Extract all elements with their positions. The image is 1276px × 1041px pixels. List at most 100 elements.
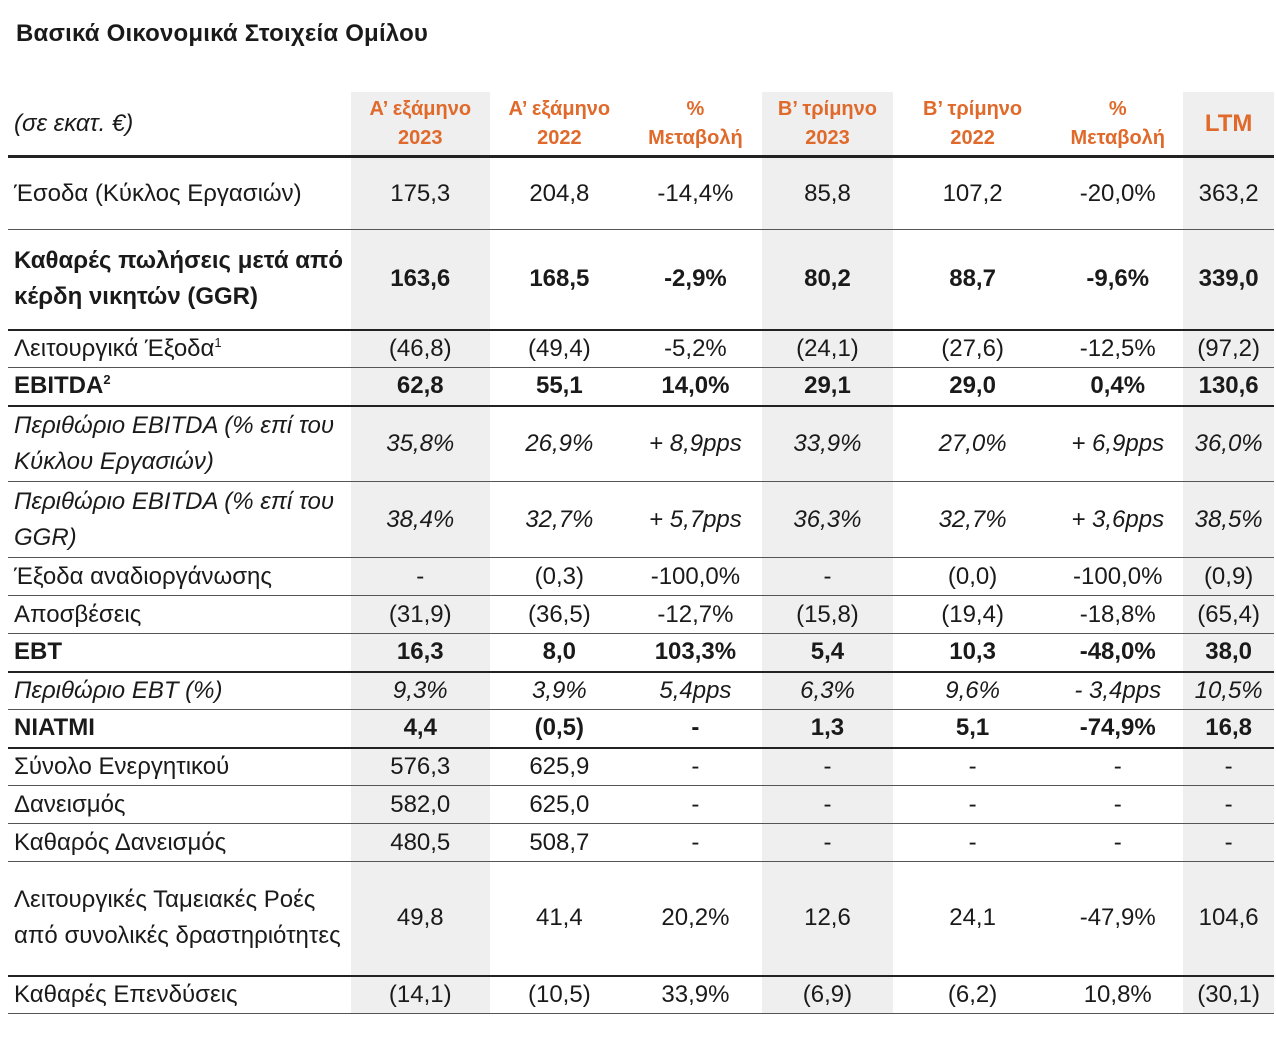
table-row: Περιθώριο EBT (%) 9,3% 3,9% 5,4pps 6,3% 9,6% -… [8, 671, 1274, 710]
table-cell: (0,0) [892, 557, 1053, 596]
table-cell: 16,8 [1183, 709, 1274, 749]
table-cell: 12,6 [761, 861, 893, 977]
table-cell: - [628, 785, 762, 824]
table-cell: 1,3 [761, 709, 893, 749]
table-row: Λειτουργικά Έξοδα1 (46,8) (49,4) -5,2% (24,1… [8, 329, 1274, 368]
table-cell: 10,5% [1183, 671, 1274, 710]
table-cell: - [1183, 785, 1274, 824]
table-cell: 582,0 [350, 785, 490, 824]
table-cell: - [350, 557, 490, 596]
table-cell: -74,9% [1052, 709, 1184, 749]
table-cell: 175,3 [350, 156, 490, 230]
footnote-marker: 1 [214, 334, 222, 350]
table-cell: 41,4 [489, 861, 629, 977]
table-cell: 103,3% [628, 633, 762, 673]
row-label: EBITDA2 [8, 367, 351, 407]
table-cell: 24,1 [892, 861, 1053, 977]
table-cell: 8,0 [489, 633, 629, 673]
table-cell: 32,7% [489, 481, 629, 558]
row-label: Καθαρός Δανεισμός [8, 823, 351, 862]
row-label: Σύνολο Ενεργητικού [8, 747, 351, 786]
table-body: Έσοδα (Κύκλος Εργασιών) 175,3 204,8 -14,4% 8… [8, 156, 1274, 1014]
table-cell: -5,2% [628, 329, 762, 368]
table-cell: -20,0% [1052, 156, 1184, 230]
table-cell: -47,9% [1052, 861, 1184, 977]
table-cell: 204,8 [489, 156, 629, 230]
table-cell: (0,9) [1183, 557, 1274, 596]
table-cell: 80,2 [761, 229, 893, 331]
table-cell: 27,0% [892, 405, 1053, 482]
table-row: Δανεισμός 582,0 625,0- - - - - [8, 785, 1274, 824]
table-cell: -100,0% [1052, 557, 1184, 596]
table-row: Περιθώριο EBITDA (% επί του GGR) 38,4% 32,… [8, 481, 1274, 558]
table-row: Έσοδα (Κύκλος Εργασιών) 175,3 204,8 -14,4% 8… [8, 156, 1274, 230]
table-cell: - [892, 823, 1053, 862]
row-label: EBT [8, 633, 351, 673]
table-cell: - [761, 747, 893, 786]
table-cell: (97,2) [1183, 329, 1274, 368]
col-header-q2-2022: Β’ τρίμηνο 2022 [892, 92, 1053, 158]
table-cell: - [628, 823, 762, 862]
table-row: Καθαρές Επενδύσεις (14,1) (10,5) 33,9% (6,9)… [8, 975, 1274, 1014]
table-cell: - [892, 785, 1053, 824]
table-cell: -12,7% [628, 595, 762, 634]
table-cell: - [628, 709, 762, 749]
row-label: Δανεισμός [8, 785, 351, 824]
table-cell: 3,9% [489, 671, 629, 710]
table-cell: (49,4) [489, 329, 629, 368]
table-cell: - [1052, 823, 1184, 862]
table-cell: 38,4% [350, 481, 490, 558]
row-label: NIATMI [8, 709, 351, 749]
table-cell: 35,8% [350, 405, 490, 482]
table-cell: 55,1 [489, 367, 629, 407]
table-cell: 16,3 [350, 633, 490, 673]
table-cell: 625,0 [489, 785, 629, 824]
table-cell: 339,0 [1183, 229, 1274, 331]
table-cell: (24,1) [761, 329, 893, 368]
table-row: EBITDA2 62,8 55,1 14,0% 29,1 29,0 0,4% 130,6 [8, 367, 1274, 407]
table-cell: 14,0% [628, 367, 762, 407]
table-row: NIATMI 4,4 (0,5) -1,3 5,1 -74,9% 16,8 [8, 709, 1274, 749]
table-cell: 625,9 [489, 747, 629, 786]
row-label: Λειτουργικά Έξοδα1 [8, 329, 351, 368]
table-cell: -14,4% [628, 156, 762, 230]
table-cell: 363,2 [1183, 156, 1274, 230]
col-header-h1-change: % Μεταβολή [628, 92, 762, 158]
table-cell: - [761, 785, 893, 824]
row-label: Έσοδα (Κύκλος Εργασιών) [8, 156, 351, 230]
table-cell: - [1052, 747, 1184, 786]
footnote-marker: 2 [103, 372, 111, 388]
table-cell: 107,2 [892, 156, 1053, 230]
col-header-q2-2023: Β’ τρίμηνο 2023 [761, 92, 893, 158]
table-cell: - [1183, 823, 1274, 862]
table-cell: -2,9% [628, 229, 762, 331]
table-cell: 33,9% [628, 975, 762, 1014]
table-cell: 85,8 [761, 156, 893, 230]
table-row: Σύνολο Ενεργητικού 576,3 625,9- - - - - [8, 747, 1274, 786]
col-header-q2-change: % Μεταβολή [1052, 92, 1184, 158]
table-cell: + 3,6pps [1052, 481, 1184, 558]
table-cell: 5,4pps [628, 671, 762, 710]
table-cell: 62,8 [350, 367, 490, 407]
table-cell: + 6,9pps [1052, 405, 1184, 482]
row-label: Αποσβέσεις [8, 595, 351, 634]
table-row: Περιθώριο EBITDA (% επί του Κύκλου Εργασ… [8, 405, 1274, 482]
page-title: Βασικά Οικονομικά Στοιχεία Ομίλου [16, 20, 429, 47]
table-cell: (30,1) [1183, 975, 1274, 1014]
table-row: Αποσβέσεις (31,9) (36,5) -12,7% (15,8) (19,4)… [8, 595, 1274, 634]
row-label: Καθαρές Επενδύσεις [8, 975, 351, 1014]
row-label: Έξοδα αναδιοργάνωσης [8, 557, 351, 596]
table-cell: 576,3 [350, 747, 490, 786]
table-cell: 480,5 [350, 823, 490, 862]
table-cell: 130,6 [1183, 367, 1274, 407]
table-header-row: (σε εκατ. €) Α’ εξάμηνο 2023 Α’ εξάμηνο 20… [8, 92, 1274, 158]
table-cell: -100,0% [628, 557, 762, 596]
unit-label: (σε εκατ. €) [8, 92, 351, 158]
table-cell: (65,4) [1183, 595, 1274, 634]
table-row: Καθαρές πωλήσεις μετά από κέρδη νικητών … [8, 229, 1274, 331]
table-row: Καθαρός Δανεισμός 480,5 508,7- - - - - [8, 823, 1274, 862]
table-row: Έξοδα αναδιοργάνωσης - (0,3) -100,0% - (0,0) -… [8, 557, 1274, 596]
table-cell: 36,0% [1183, 405, 1274, 482]
table-cell: - [761, 557, 893, 596]
table-cell: 168,5 [489, 229, 629, 331]
